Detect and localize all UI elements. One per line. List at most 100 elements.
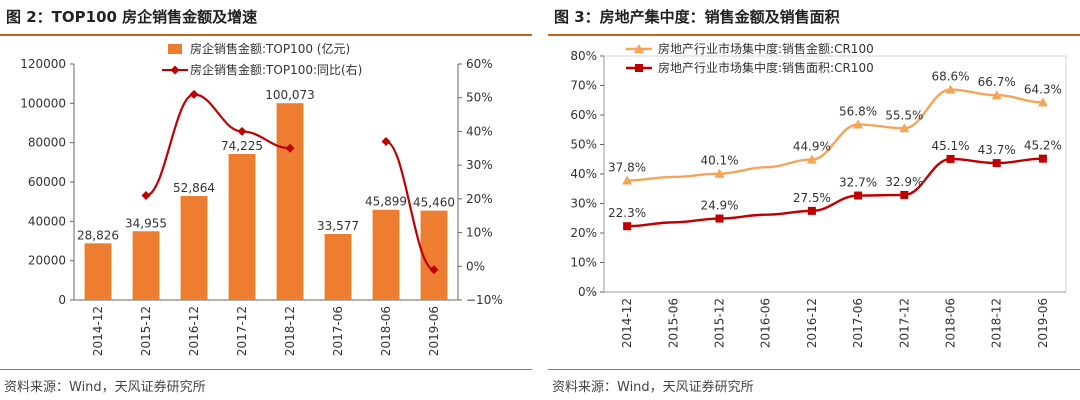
left-tick-label: 100000 xyxy=(20,96,66,110)
x-tick-label: 2017-06 xyxy=(331,306,345,356)
x-tick-label: 2016-06 xyxy=(759,298,773,348)
bar-value-label: 34,955 xyxy=(125,216,167,230)
sales-amount-value-label: 37.8% xyxy=(608,160,646,174)
sales-amount-value-label: 66.7% xyxy=(978,75,1016,89)
y-tick-label: 70% xyxy=(570,79,597,93)
sales-area-value-label: 24.9% xyxy=(700,199,738,213)
sales-bar xyxy=(276,103,304,301)
x-tick-label: 2015-06 xyxy=(666,298,680,348)
x-tick-label: 2014-12 xyxy=(91,306,105,356)
sales-amount-triangle-marker xyxy=(853,119,864,129)
sales-area-square-marker xyxy=(1038,154,1047,163)
chart-title: 图 2：TOP100 房企销售金额及增速 xyxy=(6,8,258,26)
sales-bar xyxy=(420,210,448,300)
x-tick-label: 2014-12 xyxy=(620,298,634,348)
left-tick-label: 120000 xyxy=(20,57,66,71)
x-tick-label: 2015-12 xyxy=(713,298,727,348)
x-tick-label: 2018-06 xyxy=(379,306,393,356)
sales-bar xyxy=(84,243,112,300)
right-tick-label: 40% xyxy=(466,124,493,138)
sales-bar xyxy=(228,154,256,300)
sales-amount-triangle-marker xyxy=(1037,97,1048,107)
sales-amount-triangle-marker xyxy=(714,168,725,178)
sales-area-value-label: 45.1% xyxy=(931,139,969,153)
title-rule xyxy=(548,34,1080,36)
sales-amount-line xyxy=(627,88,1043,182)
x-tick-label: 2019-06 xyxy=(1036,298,1050,348)
sales-area-value-label: 32.9% xyxy=(885,175,923,189)
right-tick-label: 20% xyxy=(466,192,493,206)
sales-amount-value-label: 40.1% xyxy=(700,154,738,168)
x-tick-label: 2019-06 xyxy=(427,306,441,356)
sales-area-value-label: 43.7% xyxy=(978,143,1016,157)
sales-amount-triangle-marker xyxy=(945,84,956,94)
sales-area-square-marker xyxy=(854,191,863,200)
bar-value-label: 52,864 xyxy=(173,181,215,195)
yoy-diamond-marker xyxy=(141,190,151,200)
left-tick-label: 20000 xyxy=(28,254,66,268)
sales-area-square-marker xyxy=(807,206,816,215)
sales-amount-triangle-marker xyxy=(899,123,910,133)
right-tick-label: 0% xyxy=(466,259,485,273)
x-tick-label: 2017-12 xyxy=(897,298,911,348)
x-tick-label: 2018-12 xyxy=(283,306,297,356)
sales-area-value-label: 27.5% xyxy=(793,191,831,205)
source-rule xyxy=(548,369,1080,370)
sales-bar xyxy=(372,209,400,300)
sales-area-square-marker xyxy=(623,222,632,231)
right-tick-label: −10% xyxy=(466,293,503,307)
sales-amount-value-label: 44.9% xyxy=(793,140,831,154)
sales-area-value-label: 22.3% xyxy=(608,206,646,220)
legend-bar-swatch xyxy=(168,44,182,54)
y-tick-label: 80% xyxy=(570,49,597,63)
x-tick-label: 2015-12 xyxy=(139,306,153,356)
yoy-growth-line xyxy=(385,140,435,271)
y-tick-label: 10% xyxy=(570,256,597,270)
sales-amount-value-label: 55.5% xyxy=(885,108,923,122)
sales-area-square-marker xyxy=(992,159,1001,168)
yoy-growth-line xyxy=(145,93,291,197)
y-tick-label: 40% xyxy=(570,167,597,181)
bar-value-label: 28,826 xyxy=(77,228,119,242)
legend-diamond-icon xyxy=(170,65,180,75)
right-tick-label: 10% xyxy=(466,226,493,240)
sales-amount-value-label: 68.6% xyxy=(931,70,969,84)
sales-area-square-marker xyxy=(715,214,724,223)
sales-amount-triangle-marker xyxy=(991,90,1002,100)
legend-bar-label: 房企销售金额:TOP100 (亿元) xyxy=(190,41,350,56)
legend-amount-label: 房地产行业市场集中度:销售金额:CR100 xyxy=(658,41,874,56)
x-tick-label: 2018-12 xyxy=(990,298,1004,348)
yoy-diamond-marker xyxy=(237,126,247,136)
chart-title: 图 3：房地产集中度：销售金额及销售面积 xyxy=(554,8,840,26)
concentration-chart: 0% 10% 20% 30% 40% 50% 60% 70% 80% 37.8% 40.1% 44.9… xyxy=(570,41,1067,348)
source-note: 资料来源：Wind，天风证券研究所 xyxy=(4,380,206,395)
bar-value-label: 33,577 xyxy=(317,219,359,233)
sales-amount-value-label: 64.3% xyxy=(1024,82,1062,96)
source-rule xyxy=(0,369,532,370)
sales-amount-triangle-marker xyxy=(622,175,633,185)
x-tick-label: 2018-06 xyxy=(944,298,958,348)
legend-triangle-icon xyxy=(634,44,644,53)
yoy-diamond-marker xyxy=(429,265,439,275)
legend-area-label: 房地产行业市场集中度:销售面积:CR100 xyxy=(658,60,874,75)
x-tick-label: 2017-06 xyxy=(851,298,865,348)
y-tick-label: 60% xyxy=(570,108,597,122)
x-tick-label: 2017-12 xyxy=(235,306,249,356)
chart-panel-concentration: 图 3：房地产集中度：销售金额及销售面积 0% 10% 20% 30% 40% 50% 60… xyxy=(548,0,1080,400)
y-tick-label: 30% xyxy=(570,197,597,211)
left-tick-label: 40000 xyxy=(28,214,66,228)
legend-line-label: 房企销售金额:TOP100:同比(右) xyxy=(190,62,362,77)
bar-value-label: 74,225 xyxy=(221,139,263,153)
source-note: 资料来源：Wind，天风证券研究所 xyxy=(552,380,754,395)
sales-area-square-marker xyxy=(900,190,909,199)
sales-area-line xyxy=(627,157,1043,228)
yoy-diamond-marker xyxy=(285,143,295,153)
x-tick-label: 2016-12 xyxy=(805,298,819,348)
yoy-diamond-marker xyxy=(381,137,391,147)
y-tick-label: 20% xyxy=(570,226,597,240)
chart-panel-top100: 图 2：TOP100 房企销售金额及增速 0 20000 40000 60000 800… xyxy=(0,0,532,400)
bar-value-label: 100,073 xyxy=(265,88,315,102)
legend-square-icon xyxy=(635,64,643,72)
sales-bar xyxy=(180,196,208,300)
sales-bar xyxy=(324,233,352,300)
